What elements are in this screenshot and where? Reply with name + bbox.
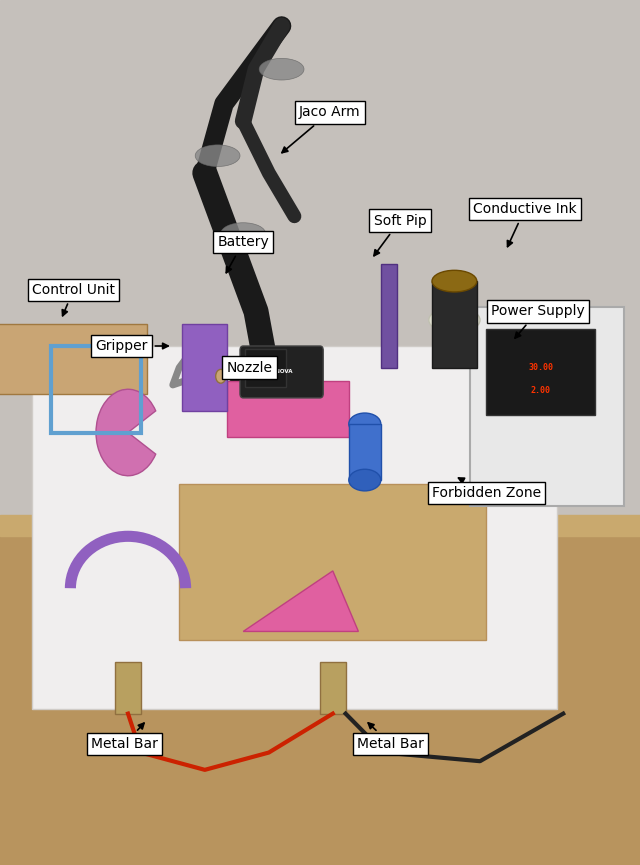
Text: Metal Bar: Metal Bar bbox=[357, 723, 424, 751]
Bar bbox=[0, 0, 640, 536]
Polygon shape bbox=[243, 571, 358, 631]
Text: KINOVA: KINOVA bbox=[270, 369, 293, 375]
Text: Control Unit: Control Unit bbox=[32, 283, 115, 316]
Ellipse shape bbox=[349, 413, 381, 434]
Ellipse shape bbox=[429, 307, 480, 333]
Wedge shape bbox=[96, 389, 156, 476]
Bar bbox=[381, 264, 397, 368]
Bar bbox=[349, 424, 381, 480]
Text: Forbidden Zone: Forbidden Zone bbox=[432, 478, 541, 500]
FancyBboxPatch shape bbox=[182, 324, 227, 411]
Bar bbox=[486, 329, 595, 415]
Ellipse shape bbox=[230, 363, 307, 398]
FancyBboxPatch shape bbox=[245, 349, 286, 387]
Text: 30.00: 30.00 bbox=[528, 363, 554, 372]
Bar bbox=[0, 519, 640, 865]
Text: Jaco Arm: Jaco Arm bbox=[282, 106, 360, 153]
Text: 2.00: 2.00 bbox=[531, 387, 551, 395]
FancyBboxPatch shape bbox=[179, 484, 486, 640]
FancyBboxPatch shape bbox=[227, 381, 349, 437]
Text: Power Supply: Power Supply bbox=[491, 304, 584, 338]
Ellipse shape bbox=[195, 145, 240, 167]
Text: Soft Pip: Soft Pip bbox=[374, 214, 426, 256]
Text: Nozzle: Nozzle bbox=[227, 361, 273, 375]
Circle shape bbox=[216, 369, 226, 383]
FancyBboxPatch shape bbox=[470, 307, 624, 506]
Ellipse shape bbox=[259, 59, 304, 80]
Bar bbox=[0, 515, 640, 536]
Text: Battery: Battery bbox=[218, 235, 269, 272]
Bar bbox=[51, 346, 141, 432]
Bar bbox=[432, 281, 477, 368]
Text: Metal Bar: Metal Bar bbox=[92, 723, 158, 751]
Ellipse shape bbox=[349, 469, 381, 491]
Ellipse shape bbox=[432, 270, 477, 292]
FancyBboxPatch shape bbox=[240, 346, 323, 398]
Text: Conductive Ink: Conductive Ink bbox=[473, 202, 577, 247]
FancyBboxPatch shape bbox=[32, 346, 557, 709]
Bar bbox=[320, 662, 346, 714]
Ellipse shape bbox=[221, 223, 266, 245]
Bar bbox=[0, 324, 147, 394]
Text: Gripper: Gripper bbox=[95, 339, 168, 353]
Bar bbox=[115, 662, 141, 714]
